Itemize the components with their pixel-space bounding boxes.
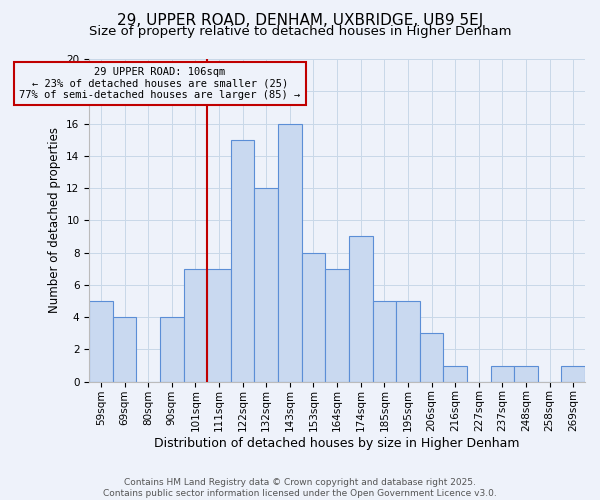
Bar: [373, 301, 396, 382]
Bar: [278, 124, 302, 382]
Bar: [491, 366, 514, 382]
Bar: [443, 366, 467, 382]
Bar: [89, 301, 113, 382]
Bar: [562, 366, 585, 382]
Text: Size of property relative to detached houses in Higher Denham: Size of property relative to detached ho…: [89, 25, 511, 38]
Y-axis label: Number of detached properties: Number of detached properties: [47, 128, 61, 314]
Bar: [349, 236, 373, 382]
Bar: [420, 334, 443, 382]
Bar: [184, 268, 207, 382]
Bar: [207, 268, 231, 382]
Bar: [113, 317, 136, 382]
Bar: [396, 301, 420, 382]
Bar: [160, 317, 184, 382]
Bar: [325, 268, 349, 382]
Text: Contains HM Land Registry data © Crown copyright and database right 2025.
Contai: Contains HM Land Registry data © Crown c…: [103, 478, 497, 498]
Bar: [254, 188, 278, 382]
Text: 29, UPPER ROAD, DENHAM, UXBRIDGE, UB9 5EJ: 29, UPPER ROAD, DENHAM, UXBRIDGE, UB9 5E…: [117, 12, 483, 28]
X-axis label: Distribution of detached houses by size in Higher Denham: Distribution of detached houses by size …: [154, 437, 520, 450]
Bar: [514, 366, 538, 382]
Bar: [302, 252, 325, 382]
Text: 29 UPPER ROAD: 106sqm
← 23% of detached houses are smaller (25)
77% of semi-deta: 29 UPPER ROAD: 106sqm ← 23% of detached …: [19, 67, 301, 100]
Bar: [231, 140, 254, 382]
